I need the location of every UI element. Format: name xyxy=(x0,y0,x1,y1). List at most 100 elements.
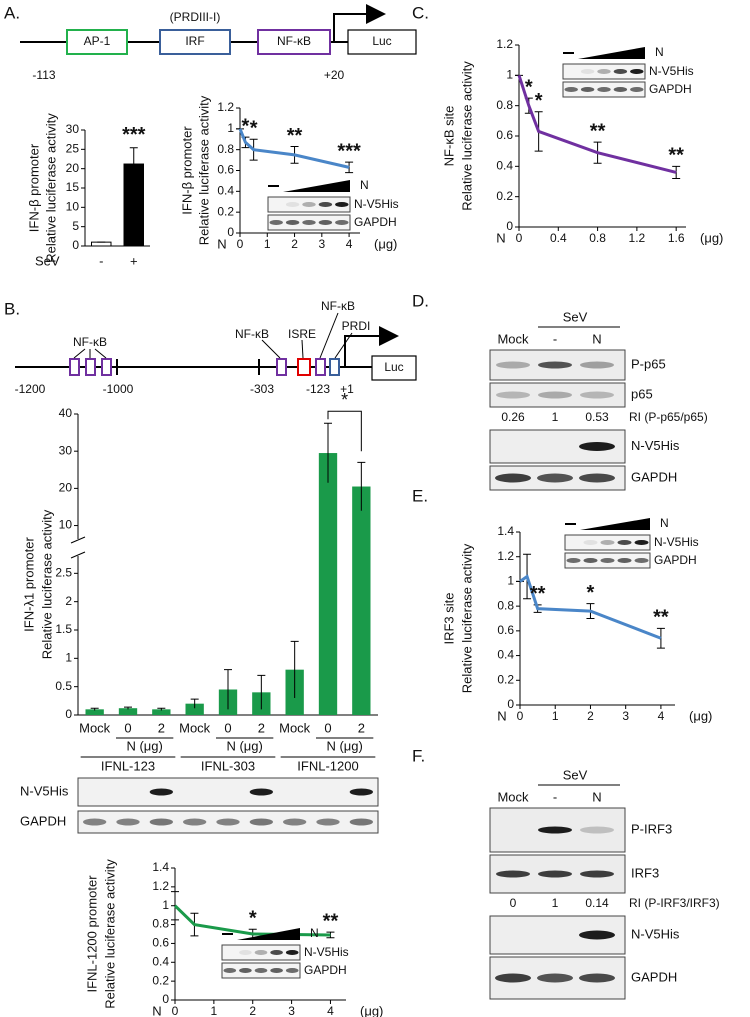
band xyxy=(538,870,572,878)
panel-label: B. xyxy=(4,299,20,318)
box-label: Luc xyxy=(384,360,403,374)
band xyxy=(254,968,268,973)
line xyxy=(238,128,350,169)
band xyxy=(579,473,615,483)
y-tick-label: 0.8 xyxy=(496,98,513,112)
panel-label: F. xyxy=(412,746,425,765)
ri-value: 0.14 xyxy=(585,896,609,910)
x-tick-label: 2 xyxy=(358,720,365,735)
band xyxy=(538,391,572,399)
blot-row-label: GAPDH xyxy=(304,963,347,977)
x-tick-label: 4 xyxy=(346,237,353,251)
y-tick-label: 1.4 xyxy=(497,524,514,538)
ri-label: RI (P-IRF3/IRF3) xyxy=(629,896,720,910)
band xyxy=(249,788,273,796)
y-tick-label: 0 xyxy=(65,707,72,721)
x-tick-label: 3 xyxy=(318,237,325,251)
position: -1000 xyxy=(103,382,134,396)
y-axis-label: IFN-λ1 promoter xyxy=(21,537,36,632)
band xyxy=(495,473,531,483)
blot-row-label: N-V5His xyxy=(304,945,349,959)
significance: *** xyxy=(122,124,146,146)
group-sublabel: N (μg) xyxy=(126,738,162,753)
x-tick-label: 1 xyxy=(264,237,271,251)
y-tick-label: 2.5 xyxy=(55,566,72,580)
blot-row-label: IRF3 xyxy=(631,865,659,880)
band xyxy=(270,950,283,955)
site-label: NF-κB xyxy=(321,299,355,313)
y-axis-label: Relative luciferase activity xyxy=(196,95,211,245)
panel-label: E. xyxy=(412,486,428,505)
band xyxy=(239,968,252,973)
promoter-diagram-b: NF-κB NF-κB ISRE NF-κB PRDI Luc -1200 -1… xyxy=(15,299,417,396)
y-tick-label: 1.2 xyxy=(497,549,514,563)
error-bar xyxy=(90,707,99,711)
lane-label: Mock xyxy=(497,789,529,804)
y-tick-label: 0.6 xyxy=(152,936,169,950)
y-tick-label: 0.5 xyxy=(55,679,72,693)
y-tick-label: 2 xyxy=(65,594,72,608)
x-tick-label: 3 xyxy=(622,709,629,723)
y-tick-label: 0 xyxy=(162,992,169,1006)
wedge-label: N xyxy=(660,516,669,530)
y-tick-label: 0.4 xyxy=(217,184,234,198)
y-tick-label: 1.2 xyxy=(217,100,234,114)
band xyxy=(580,69,595,74)
y-tick-label: 15 xyxy=(66,180,80,194)
position: +1 xyxy=(340,382,354,396)
x-tick-label: 0 xyxy=(516,231,523,245)
blot-row-label: N-V5His xyxy=(631,438,680,453)
blot xyxy=(489,382,626,408)
blot xyxy=(221,944,301,961)
position: -1200 xyxy=(15,382,46,396)
wedge xyxy=(580,518,650,530)
band xyxy=(537,473,573,483)
bar xyxy=(123,163,144,247)
band xyxy=(269,220,283,225)
y-tick-label: 0.8 xyxy=(217,142,234,156)
lane-label: Mock xyxy=(497,331,529,346)
y-tick-label: 30 xyxy=(59,443,73,457)
ri-value: 1 xyxy=(552,896,559,910)
ri-value: 0.26 xyxy=(501,410,525,424)
band xyxy=(285,950,299,955)
band xyxy=(349,788,374,796)
y-tick-label: 0.4 xyxy=(152,954,169,968)
error-bar xyxy=(324,422,332,483)
wedge-label: N xyxy=(310,926,319,940)
y-tick-label: 0.4 xyxy=(497,648,514,662)
band xyxy=(566,558,581,563)
significance: * xyxy=(535,90,543,112)
note: (PRDIII-I) xyxy=(170,10,221,24)
band xyxy=(316,818,340,826)
band xyxy=(496,361,530,369)
y-tick-label: 1 xyxy=(162,898,169,912)
band xyxy=(583,558,598,563)
band xyxy=(580,870,614,878)
significance: ** xyxy=(287,125,303,147)
x-tick-label: 0 xyxy=(172,1004,179,1017)
x-axis-label: SeV xyxy=(35,253,60,268)
rule xyxy=(70,551,86,559)
error-bar xyxy=(224,669,232,710)
band xyxy=(318,202,333,207)
blot-row-label: N-V5His xyxy=(654,535,699,549)
significance: * xyxy=(242,115,250,137)
error-bar xyxy=(345,161,354,174)
line xyxy=(517,74,677,174)
bar xyxy=(352,486,371,715)
rule xyxy=(70,536,86,544)
box-label: IRF xyxy=(185,34,204,48)
band xyxy=(617,540,632,545)
box-label: NF-κB xyxy=(277,34,311,48)
group-label: IFNL-303 xyxy=(201,758,255,773)
y-axis-label: IRF3 site xyxy=(441,592,456,644)
site-label: NF-κB xyxy=(235,327,269,341)
ri-value: 0 xyxy=(510,896,517,910)
band xyxy=(249,818,273,826)
x-tick-label: 2 xyxy=(249,1004,256,1017)
x-axis-unit: (μg) xyxy=(689,708,712,723)
y-tick-label: 1 xyxy=(506,68,513,82)
blot-row-label: p65 xyxy=(631,386,653,401)
band xyxy=(613,87,628,92)
